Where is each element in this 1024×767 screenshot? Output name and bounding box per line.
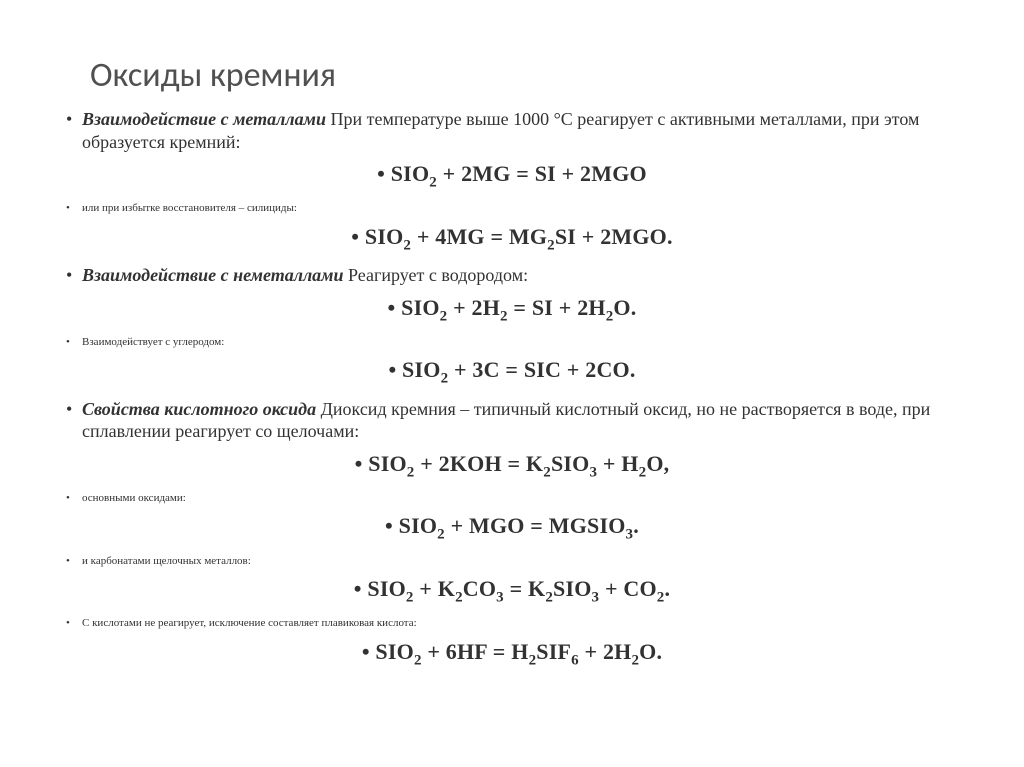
paragraph-basic-oxides: основными оксидами: xyxy=(60,491,964,505)
equation-2: • SIO2 + 4MG = MG2SI + 2MGO. xyxy=(60,224,964,254)
paragraph-acidic-oxide: Свойства кислотного оксида Диоксид кремн… xyxy=(60,398,964,443)
paragraph-acids: С кислотами не реагирует, исключение сос… xyxy=(60,616,964,630)
slide-title: Оксиды кремния xyxy=(90,55,964,96)
equation-4: • SIO2 + 3C = SIC + 2CO. xyxy=(60,357,964,387)
equation-5: • SIO2 + 2KOH = K2SIO3 + H2O, xyxy=(60,451,964,481)
paragraph-metals: Взаимодействие с металлами При температу… xyxy=(60,108,964,153)
equation-8: • SIO2 + 6HF = H2SIF6 + 2H2O. xyxy=(60,639,964,669)
paragraph-carbon: Взаимодействует с углеродом: xyxy=(60,335,964,349)
emphasis-nonmetals: Взаимодействие с неметаллами xyxy=(82,265,344,285)
paragraph-carbonates: и карбонатами щелочных металлов: xyxy=(60,554,964,568)
equation-1: • SIO2 + 2MG = SI + 2MGO xyxy=(60,161,964,191)
paragraph-nonmetals: Взаимодействие с неметаллами Реагирует с… xyxy=(60,264,964,287)
equation-6: • SIO2 + MGO = MGSIO3. xyxy=(60,513,964,543)
emphasis-acidic-oxide: Свойства кислотного оксида xyxy=(82,399,316,419)
equation-3: • SIO2 + 2H2 = SI + 2H2O. xyxy=(60,295,964,325)
text-nonmetals-body: Реагирует с водородом: xyxy=(344,265,529,285)
emphasis-metals: Взаимодействие с металлами xyxy=(82,109,326,129)
equation-7: • SIO2 + K2CO3 = K2SIO3 + CO2. xyxy=(60,576,964,606)
paragraph-silicides: или при избытке восстановителя – силицид… xyxy=(60,201,964,215)
